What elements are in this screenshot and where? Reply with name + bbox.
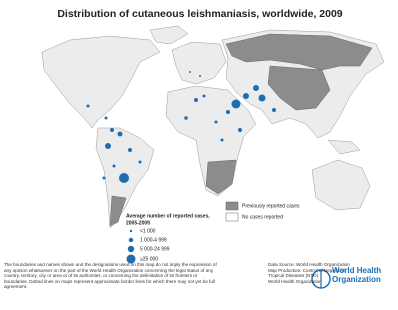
- case-markers: [86, 71, 276, 183]
- legend-period: 2005-2009: [126, 220, 150, 226]
- marker: [214, 120, 218, 124]
- marker: [220, 138, 224, 142]
- marker: [138, 160, 142, 164]
- legend-size: 1 000-4 999: [140, 237, 167, 243]
- credits: Data Source: World Health Organization M…: [268, 262, 350, 284]
- legend-area: Previously reported cases: [242, 203, 300, 209]
- marker: [238, 128, 242, 132]
- legend: Average number of reported cases, 2005-2…: [126, 201, 300, 264]
- logo-text: World Health Organization: [332, 266, 381, 284]
- marker: [110, 128, 114, 132]
- disclaimer: The boundaries and names shown and the d…: [4, 262, 217, 290]
- legend-marker: [129, 229, 133, 233]
- marker: [253, 85, 259, 91]
- who-emblem: [311, 269, 331, 289]
- legend-marker: [127, 245, 135, 253]
- marker: [258, 94, 266, 102]
- marker: [226, 110, 230, 114]
- legend-marker: [126, 254, 136, 264]
- marker: [199, 75, 201, 77]
- marker: [272, 108, 276, 112]
- marker: [119, 173, 129, 183]
- credit-line: Tropical Diseases (NTD): [268, 273, 319, 279]
- marker: [243, 93, 249, 99]
- legend-title: Average number of reported cases,: [126, 213, 210, 219]
- logo-line: Organization: [332, 275, 381, 284]
- marker: [117, 131, 123, 137]
- legend-swatch: [225, 201, 239, 211]
- marker: [184, 116, 188, 120]
- logo-line: World Health: [332, 266, 382, 275]
- legend-size: <1 000: [140, 228, 156, 234]
- title: Distribution of cutaneous leishmaniasis,…: [57, 8, 342, 20]
- credit-line: Data Source: World Health Organization: [268, 262, 350, 267]
- legend-marker: [128, 237, 134, 243]
- marker: [202, 94, 206, 98]
- credit-line: Map Production: Control of Neglected: [268, 267, 345, 273]
- marker: [194, 98, 198, 102]
- marker: [105, 143, 111, 149]
- marker: [231, 99, 241, 109]
- marker: [104, 116, 108, 120]
- marker: [86, 104, 90, 108]
- legend-size: ≥25 000: [140, 256, 158, 262]
- marker: [102, 176, 106, 180]
- marker: [128, 148, 132, 152]
- legend-area: No cases reported: [242, 214, 283, 220]
- credit-line: World Health Organization: [268, 278, 322, 284]
- land: [41, 25, 385, 229]
- legend-size: 5 000-24 999: [140, 246, 170, 252]
- marker: [189, 71, 191, 73]
- legend-swatch: [225, 212, 239, 222]
- marker: [112, 164, 116, 168]
